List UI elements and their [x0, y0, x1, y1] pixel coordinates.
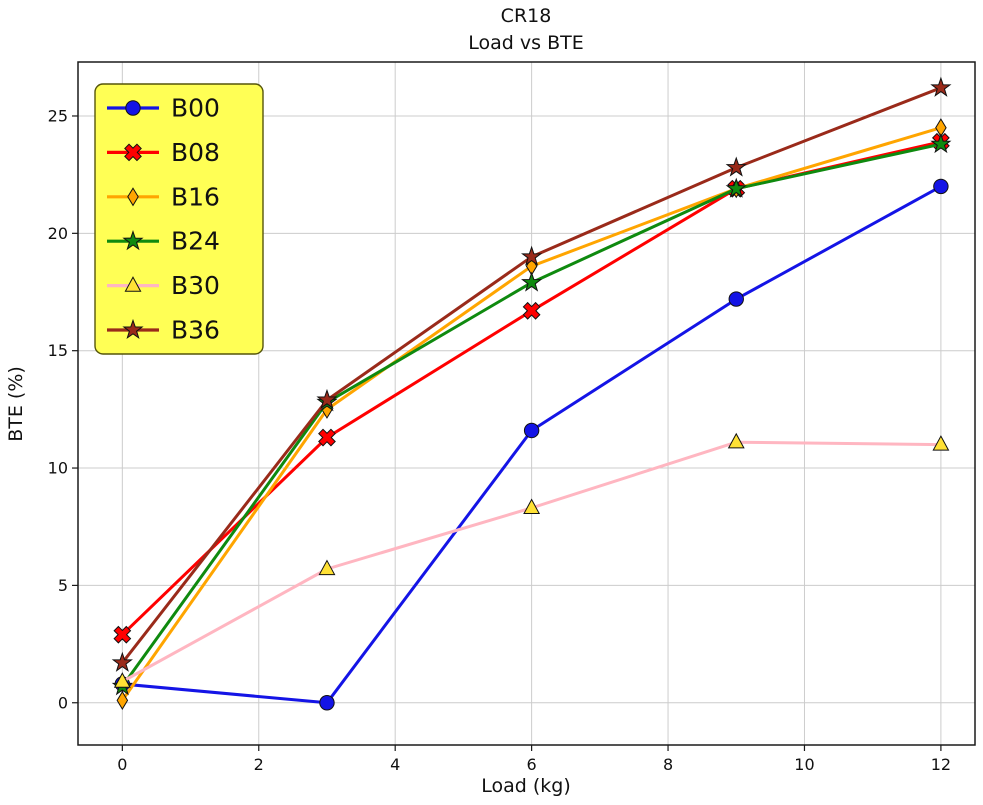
- x-axis-label: Load (kg): [481, 775, 571, 797]
- legend-label: B30: [171, 271, 220, 300]
- legend-item-B16: B16: [107, 182, 220, 211]
- star-marker: [316, 388, 338, 410]
- axes-layer: 0 2 4 6 8 10 12 0 5 10 15 20 25: [48, 106, 951, 774]
- star-marker: [930, 76, 952, 97]
- diamond-marker: [116, 690, 129, 710]
- circle-marker: [125, 100, 141, 116]
- x-tick-label: 6: [527, 755, 537, 774]
- legend-label: B08: [171, 138, 220, 167]
- x-tick-label: 8: [663, 755, 673, 774]
- x-marker: [318, 428, 336, 447]
- star-marker: [122, 318, 144, 340]
- chart-subtitle: Load vs BTE: [468, 32, 583, 54]
- x-tick-label: 12: [931, 755, 951, 774]
- triangle-marker: [318, 559, 336, 576]
- x-marker: [522, 301, 541, 320]
- legend-item-B00: B00: [107, 94, 220, 123]
- y-tick-label: 10: [48, 459, 68, 478]
- y-tick-label: 20: [48, 224, 68, 243]
- circle-marker: [523, 422, 540, 439]
- plot-border: [77, 61, 976, 746]
- legend-item-B30: B30: [107, 271, 220, 300]
- legend: B00 B08 B16 B24 B30 B36: [94, 83, 264, 355]
- legend-label: B16: [171, 182, 220, 211]
- legend-box: [94, 83, 264, 355]
- star-marker: [521, 271, 543, 292]
- star-marker: [725, 156, 747, 177]
- triangle-marker: [523, 498, 541, 515]
- triangle-marker: [727, 432, 745, 449]
- legend-label: B24: [171, 227, 220, 256]
- legend-label: B36: [171, 316, 220, 345]
- y-axis-label: BTE (%): [5, 366, 27, 442]
- y-tick-label: 25: [48, 106, 68, 125]
- x-tick-label: 2: [254, 755, 264, 774]
- y-tick-label: 5: [58, 576, 68, 595]
- y-tick-label: 0: [58, 693, 68, 712]
- x-tick-label: 0: [117, 755, 127, 774]
- legend-item-B08: B08: [107, 138, 220, 167]
- chart-title: CR18: [501, 5, 552, 27]
- legend-label: B00: [171, 94, 220, 123]
- circle-marker: [933, 178, 949, 195]
- triangle-marker: [932, 435, 950, 451]
- x-marker: [124, 143, 142, 162]
- star-marker: [122, 230, 144, 251]
- legend-item-B24: B24: [107, 227, 220, 256]
- triangle-marker: [124, 276, 142, 292]
- series-layer: [111, 76, 952, 711]
- star-marker: [521, 245, 543, 266]
- triangle-marker: [113, 672, 131, 688]
- x-tick-label: 4: [390, 755, 400, 774]
- star-marker: [111, 651, 133, 672]
- y-tick-label: 15: [48, 341, 68, 360]
- circle-marker: [319, 695, 335, 711]
- circle-marker: [728, 291, 744, 307]
- star-marker: [930, 133, 952, 154]
- diamond-marker: [127, 187, 139, 207]
- legend-item-B36: B36: [107, 316, 220, 345]
- x-tick-label: 10: [794, 755, 814, 774]
- star-marker: [725, 177, 747, 198]
- x-marker: [113, 625, 132, 644]
